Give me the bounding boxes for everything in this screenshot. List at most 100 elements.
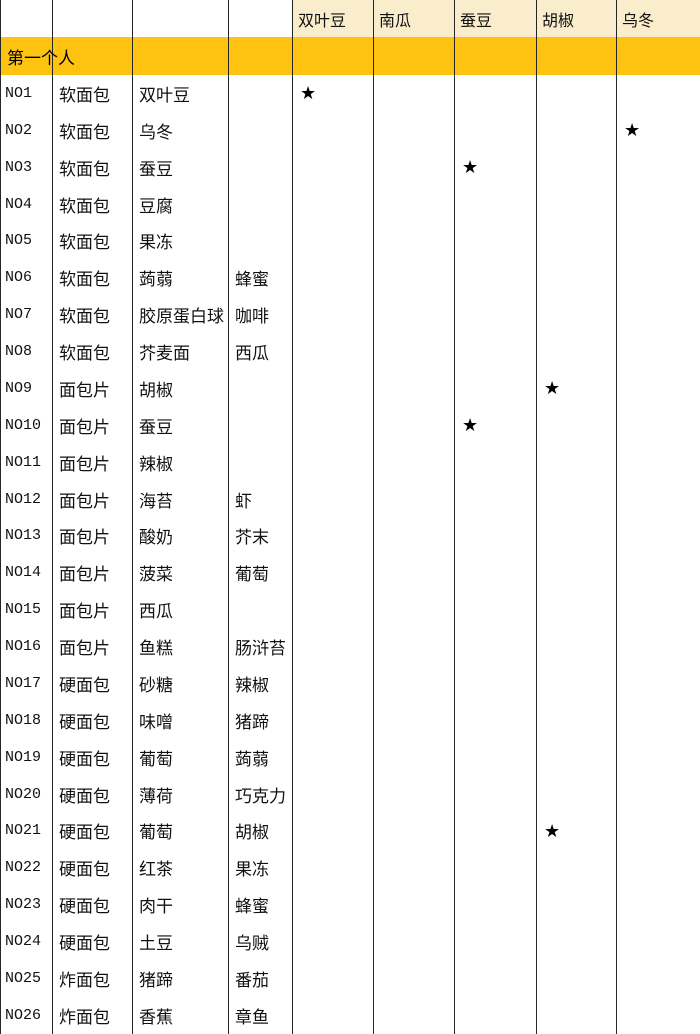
grid-cell	[374, 370, 455, 407]
grid-cell	[617, 186, 700, 223]
ingredient2-cell	[229, 185, 293, 223]
banner-cell	[229, 37, 293, 75]
grid-cell	[374, 738, 455, 776]
star-cell: ★	[455, 406, 537, 444]
grid-cell	[293, 554, 374, 592]
grid-cell	[374, 996, 455, 1034]
ingredient2-cell: 西瓜	[229, 333, 293, 370]
grid-cell	[455, 333, 537, 370]
ingredient1-cell: 香蕉	[133, 996, 229, 1034]
grid-cell	[617, 997, 700, 1034]
ingredient1-cell: 鱼糕	[133, 628, 229, 665]
grid-cell	[455, 775, 537, 813]
star-cell: ★	[617, 112, 700, 149]
table-row: NO13 面包片 酸奶 芥末	[1, 517, 700, 555]
table-row: NO14 面包片 菠菜 葡萄	[1, 554, 700, 592]
ingredient1-cell: 果冻	[133, 222, 229, 260]
grid-cell	[537, 738, 617, 776]
grid-cell	[537, 517, 617, 555]
grid-cell	[293, 738, 374, 776]
bread-cell: 面包片	[53, 628, 133, 665]
column-header-shuangyedou: 双叶豆	[293, 0, 374, 37]
grid-cell	[374, 923, 455, 960]
ingredient2-cell: 乌贼	[229, 923, 293, 960]
ingredient2-cell	[229, 591, 293, 629]
header-row: 双叶豆 南瓜 蚕豆 胡椒 乌冬	[1, 0, 700, 37]
ingredient2-cell	[229, 75, 293, 112]
table-row: NO23 硬面包 肉干 蜂蜜	[1, 886, 700, 924]
grid-cell	[617, 739, 700, 776]
grid-cell	[374, 701, 455, 739]
bread-cell: 硬面包	[53, 886, 133, 924]
table-row: NO19 硬面包 葡萄 蒟蒻	[1, 738, 700, 776]
grid-cell	[617, 296, 700, 333]
ingredient1-cell: 海苔	[133, 480, 229, 518]
star-marker-icon: ★	[624, 120, 641, 141]
ingredient2-cell: 猪蹄	[229, 701, 293, 739]
grid-cell	[537, 923, 617, 960]
ingredient1-cell: 葡萄	[133, 738, 229, 776]
table-row: NO1 软面包 双叶豆 ★	[1, 75, 700, 112]
ingredient1-cell: 砂糖	[133, 665, 229, 702]
ingredient2-cell: 芥末	[229, 517, 293, 555]
grid-cell	[617, 554, 700, 591]
ingredient1-cell: 葡萄	[133, 812, 229, 850]
ingredient1-cell: 蒟蒻	[133, 259, 229, 297]
bread-cell: 软面包	[53, 222, 133, 260]
grid-cell	[293, 886, 374, 924]
grid-cell	[374, 665, 455, 702]
bread-cell: 面包片	[53, 517, 133, 555]
ingredient2-cell: 番茄	[229, 960, 293, 997]
grid-cell	[374, 406, 455, 444]
ingredient2-cell: 胡椒	[229, 812, 293, 850]
ingredient1-cell: 酸奶	[133, 517, 229, 555]
row-id-cell: NO6	[1, 259, 53, 297]
grid-cell	[537, 406, 617, 444]
ingredient1-cell: 豆腐	[133, 185, 229, 223]
ingredient2-cell: 葡萄	[229, 554, 293, 592]
grid-cell	[537, 259, 617, 297]
grid-cell	[293, 628, 374, 665]
row-id-cell: NO5	[1, 222, 53, 260]
grid-cell	[374, 443, 455, 481]
grid-cell	[455, 665, 537, 702]
bread-cell: 硬面包	[53, 701, 133, 739]
row-id-cell: NO10	[1, 406, 53, 444]
grid-cell	[617, 370, 700, 407]
ingredient2-cell: 蜂蜜	[229, 259, 293, 297]
ingredient1-cell: 辣椒	[133, 443, 229, 481]
grid-cell	[617, 849, 700, 886]
grid-cell	[455, 849, 537, 887]
banner-cell	[617, 37, 700, 75]
bread-cell: 软面包	[53, 259, 133, 297]
header-blank-cell	[1, 0, 53, 37]
bread-cell: 面包片	[53, 443, 133, 481]
grid-cell	[374, 185, 455, 223]
grid-cell	[617, 75, 700, 112]
row-id-cell: NO17	[1, 665, 53, 702]
grid-cell	[617, 481, 700, 518]
grid-cell	[455, 886, 537, 924]
section-title: 第一个人	[7, 48, 75, 68]
table-row: NO5 软面包 果冻	[1, 222, 700, 260]
row-id-cell: NO26	[1, 996, 53, 1034]
row-id-cell: NO24	[1, 923, 53, 960]
row-id-cell: NO22	[1, 849, 53, 887]
grid-cell	[455, 960, 537, 997]
grid-cell	[537, 296, 617, 334]
grid-cell	[374, 480, 455, 518]
grid-cell	[374, 554, 455, 592]
ingredient2-cell: 蜂蜜	[229, 886, 293, 924]
table-row: NO24 硬面包 土豆 乌贼	[1, 923, 700, 960]
grid-cell	[455, 75, 537, 112]
ingredient2-cell: 肠浒苔	[229, 628, 293, 665]
grid-cell	[617, 259, 700, 296]
table-row: NO7 软面包 胶原蛋白球 咖啡	[1, 296, 700, 334]
grid-cell	[293, 517, 374, 555]
table-row: NO20 硬面包 薄荷 巧克力	[1, 775, 700, 813]
ingredient1-cell: 芥麦面	[133, 333, 229, 370]
table-row: NO18 硬面包 味噌 猪蹄	[1, 701, 700, 739]
table-row: NO3 软面包 蚕豆 ★	[1, 148, 700, 186]
grid-cell	[455, 222, 537, 260]
table-body: NO1 软面包 双叶豆 ★ NO2 软面包 乌冬 ★ NO3 软面包 蚕豆 ★ NO4 软面包 豆腐 NO5 软…	[1, 75, 700, 1034]
